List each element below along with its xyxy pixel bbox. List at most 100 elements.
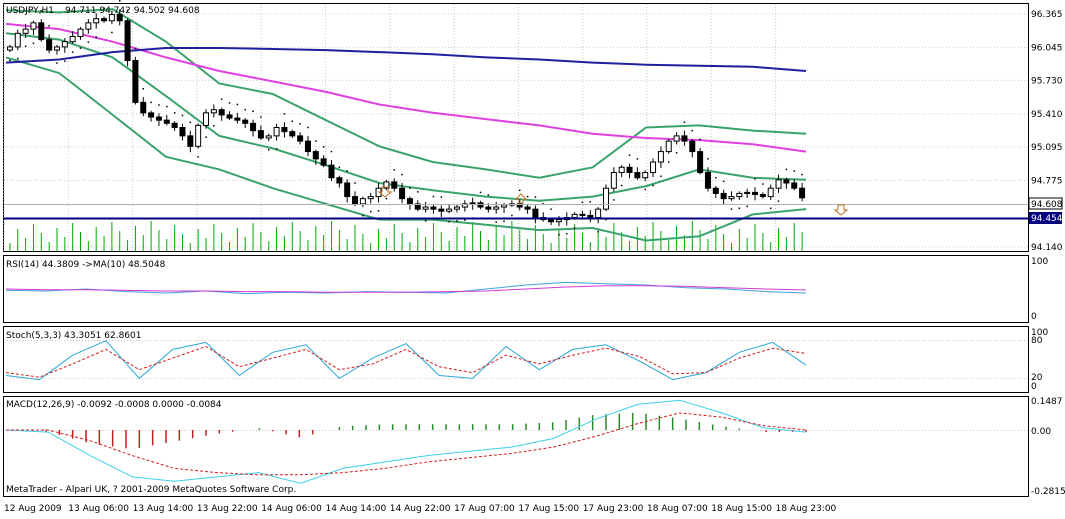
sar-dot [330, 150, 333, 153]
candle-body [304, 140, 311, 153]
stoch-lines [5, 340, 807, 381]
macd-scale-top: 0.1487 [1031, 397, 1063, 407]
candle-body [524, 206, 531, 210]
stoch-scale-80: 80 [1031, 336, 1043, 346]
sar-dot [385, 197, 388, 200]
candle-body [728, 196, 735, 200]
sar-dot [785, 168, 788, 171]
candle-body [399, 187, 406, 200]
up-arrow-icon [514, 193, 528, 204]
macd-scale-bottom: -0.2815 [1031, 487, 1065, 497]
candle-body [30, 22, 37, 30]
candle-body [116, 13, 123, 22]
candle-body [312, 151, 319, 160]
price-axis-label: 96.045 [1031, 43, 1063, 53]
candle-body [179, 127, 186, 137]
macd-header: MACD(12,26,9) -0.0092 -0.0008 0.0000 -0.… [6, 400, 222, 410]
sar-dot [440, 196, 443, 198]
price-axis: 96.365 96.045 95.730 95.410 95.095 94.775 94.1… [1031, 10, 1063, 253]
candle-body [210, 109, 217, 114]
main-panel-frame [3, 3, 1029, 252]
candle-body [634, 172, 641, 179]
sar-dot [79, 47, 82, 49]
time-axis-label: 13 Aug 22:00 [197, 504, 258, 514]
sar-dot [667, 161, 670, 163]
candle-body [218, 109, 225, 116]
candle-body [367, 196, 374, 200]
candle-body [234, 117, 241, 121]
candle-body [281, 127, 288, 133]
sar-dot [377, 210, 380, 212]
ma-navy-line [5, 47, 807, 72]
volume-bars [9, 221, 803, 251]
stoch-header: Stoch(5,3,3) 43.3051 62.8601 [6, 331, 141, 341]
candle-body [101, 18, 108, 22]
stoch-signal-line [5, 345, 807, 378]
sar-dot [675, 152, 678, 154]
sar-dot [189, 121, 192, 124]
candle-body [226, 114, 233, 119]
candle-body [257, 130, 264, 139]
candle-body [344, 182, 351, 198]
candle-body [461, 203, 468, 208]
candle-body [720, 192, 727, 200]
candle-body [689, 140, 696, 153]
candle-body [359, 198, 366, 205]
bb-middle-line [5, 32, 807, 202]
time-axis-label: 17 Aug 15:00 [518, 504, 579, 514]
candle-body [493, 206, 500, 210]
stoch-scale-20: 20 [1031, 373, 1043, 383]
sar-dot [526, 195, 529, 198]
sar-dot [244, 108, 246, 111]
sar-dot [432, 195, 435, 198]
candle-body [446, 208, 453, 212]
bid-price-badge [1028, 197, 1063, 210]
candle-body [555, 219, 562, 223]
sar-dot [181, 114, 184, 117]
sar-dot [95, 36, 97, 38]
sar-dot [707, 158, 709, 160]
price-axis-label: 95.095 [1031, 143, 1063, 153]
sar-dot [409, 187, 411, 189]
stoch-scale-0: 0 [1031, 382, 1037, 392]
candle-body [53, 46, 60, 51]
candle-body [767, 187, 774, 198]
price-axis-label: 95.410 [1031, 110, 1063, 120]
rsi-scale-bottom: 0 [1031, 312, 1037, 322]
level-price-badge-text: 94.454 [1031, 214, 1063, 224]
time-axis-label: 13 Aug 06:00 [68, 504, 129, 514]
candle-body [438, 208, 445, 212]
candle-body [759, 193, 766, 198]
sar-dot [495, 221, 497, 223]
trade-arrows [377, 186, 849, 216]
sar-dot [40, 10, 43, 12]
sar-dot [424, 220, 427, 222]
sar-dot [173, 112, 176, 114]
candle-body [752, 191, 759, 195]
sar-dot [362, 214, 364, 217]
candle-body [736, 192, 743, 198]
candle-body [595, 208, 602, 219]
sar-dot [393, 169, 395, 171]
macd-main-line [5, 399, 807, 484]
copyright-footer: MetaTrader - Alpari UK, ? 2001-2009 Meta… [6, 485, 296, 495]
panel-frames [3, 3, 1029, 497]
down-arrow-icon [833, 204, 849, 216]
sar-dot [589, 201, 592, 203]
candle-body [61, 41, 68, 48]
candle-body [610, 172, 617, 189]
rsi-panel-frame [3, 255, 1029, 323]
candles [6, 9, 806, 227]
sar-dot [597, 230, 599, 233]
sar-dot [754, 178, 756, 180]
candle-body [195, 124, 202, 147]
sar-dot [338, 166, 341, 169]
stoch-main-line [5, 340, 807, 381]
sar-dot [322, 146, 325, 148]
candle-body [430, 206, 437, 210]
sar-dot [197, 156, 199, 158]
parabolic-sar [9, 0, 803, 236]
main-symbol-label: USDJPY,H1 [6, 6, 54, 16]
